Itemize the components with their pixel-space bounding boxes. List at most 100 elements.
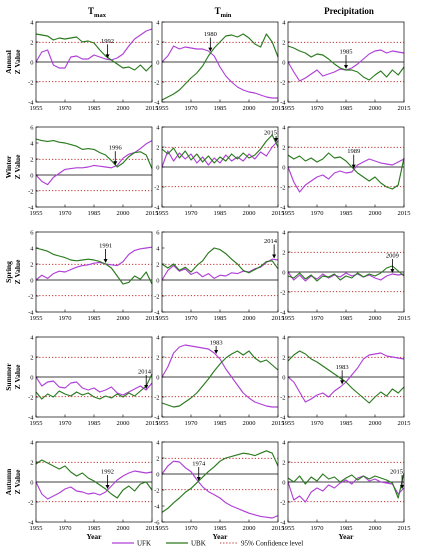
- x-tick-label: 2015: [272, 315, 285, 322]
- x-tick-label: 2000: [369, 525, 382, 532]
- y-tick-label: 0: [156, 59, 159, 66]
- x-tick-label: 1955: [156, 105, 169, 112]
- y-tick-label: 2: [156, 455, 159, 462]
- x-tick-label: 1955: [30, 525, 43, 532]
- x-tick-label: 2000: [243, 210, 256, 217]
- panel-spring-tmin: -4 -2 0 2 4 6 1955 1970 1985 2000 2015 2014: [154, 229, 284, 322]
- x-tick-label: 2000: [243, 525, 256, 532]
- x-tick-label: 2015: [146, 420, 159, 427]
- panel-winter-precip: -4 -2 0 2 4 1955 1970 1985 2000 2015 1989: [280, 124, 410, 217]
- x-tick-label: 1955: [156, 525, 169, 532]
- y-tick-label: 4: [156, 19, 160, 26]
- series-line-ubk: [287, 472, 405, 499]
- y-tick-label: -6: [154, 519, 160, 526]
- annotation-arrow-head: [344, 65, 348, 69]
- y-tick-label: -2: [280, 184, 285, 191]
- x-tick-label: 1955: [156, 210, 169, 217]
- annotation-arrow-head: [272, 254, 277, 259]
- y-tick-label: 4: [30, 334, 34, 341]
- column-title-tmin: Tmin: [215, 6, 232, 19]
- annotation-arrow-head: [351, 164, 356, 169]
- x-tick-label: 2015: [146, 105, 159, 112]
- series-line-ubk: [35, 33, 153, 72]
- annotation-arrow-head: [196, 477, 201, 481]
- series-line-ufk: [161, 140, 279, 168]
- y-tick-label: 4: [30, 245, 34, 252]
- x-tick-label: 2015: [146, 315, 159, 322]
- y-tick-label: -4: [154, 503, 160, 510]
- x-tick-label: 1970: [311, 420, 324, 427]
- x-tick-label: 2000: [117, 105, 130, 112]
- row-label-season: Summer: [4, 363, 13, 391]
- plot-frame: [161, 231, 279, 313]
- x-tick-label: 1985: [214, 315, 227, 322]
- annotation-year-label: 1985: [340, 49, 353, 56]
- y-tick-label: 2: [282, 249, 285, 256]
- x-axis-label: Year: [339, 532, 355, 541]
- y-tick-label: 6: [156, 229, 160, 236]
- x-tick-label: 2000: [369, 105, 382, 112]
- y-tick-label: 2: [30, 354, 33, 361]
- panel-annual-tmax: -4 -2 0 2 4 1955 1970 1985 2000 2015 1992 AnnualZ V…: [4, 19, 159, 112]
- series-line-ubk: [161, 450, 279, 513]
- x-tick-label: 2000: [369, 210, 382, 217]
- y-tick-label: 0: [282, 164, 285, 171]
- annotation-year-label: 2014: [264, 238, 278, 245]
- series-line-ufk: [287, 475, 405, 503]
- y-tick-label: -4: [280, 99, 286, 106]
- x-tick-label: 1970: [59, 105, 72, 112]
- y-tick-label: -4: [154, 414, 160, 421]
- x-tick-label: 2000: [117, 420, 130, 427]
- y-tick-label: 2: [156, 144, 159, 151]
- y-tick-label: 2: [156, 39, 159, 46]
- x-tick-label: 1985: [214, 420, 227, 427]
- row-label-spring: SpringZ Value: [4, 259, 22, 284]
- y-tick-label: -2: [280, 289, 285, 296]
- series-line-ubk: [287, 152, 405, 190]
- annotation-year-label: 1974: [192, 461, 206, 468]
- annotation-arrow-head: [103, 259, 108, 263]
- y-tick-label: 4: [282, 229, 286, 236]
- y-tick-label: 4: [156, 124, 160, 131]
- y-tick-label: 4: [282, 334, 286, 341]
- annotation-year-label: 1983: [336, 364, 349, 371]
- annotation-year-label: 1996: [109, 145, 123, 152]
- y-tick-label: -2: [28, 499, 33, 506]
- y-tick-label: -4: [28, 519, 34, 526]
- x-tick-label: 1985: [340, 210, 353, 217]
- y-tick-label: -2: [154, 184, 159, 191]
- y-tick-label: 0: [156, 471, 159, 478]
- annotation-year-label: 1992: [101, 469, 114, 476]
- y-tick-label: -4: [154, 204, 160, 211]
- plot-frame: [35, 231, 153, 313]
- y-tick-label: 2: [30, 39, 33, 46]
- annotation-year-label: 2009: [386, 253, 399, 260]
- annotation-arrow-head: [113, 161, 118, 166]
- x-tick-label: 2015: [146, 210, 159, 217]
- x-tick-label: 1970: [59, 315, 72, 322]
- y-tick-label: 0: [30, 277, 33, 284]
- annotation-arrow-head: [208, 47, 213, 52]
- y-tick-label: 2: [30, 459, 33, 466]
- y-tick-label: 4: [282, 124, 286, 131]
- x-tick-label: 1970: [311, 105, 324, 112]
- x-tick-label: 1970: [185, 420, 198, 427]
- series-line-ufk: [35, 140, 153, 186]
- x-tick-label: 1985: [340, 315, 353, 322]
- x-tick-label: 2000: [243, 105, 256, 112]
- panel-summer-tmax: -4 -2 0 2 4 1955 1970 1985 2000 2015 2014 SummerZ V…: [4, 334, 159, 427]
- x-tick-label: 2000: [369, 315, 382, 322]
- row-label-summer: SummerZ Value: [4, 363, 22, 391]
- row-label-autumn: AutumnZ Value: [4, 468, 22, 496]
- x-tick-label: 2000: [243, 315, 256, 322]
- series-line-ufk: [287, 158, 405, 193]
- y-tick-label: -4: [154, 309, 160, 316]
- y-tick-label: 4: [156, 334, 160, 341]
- y-tick-label: 0: [30, 59, 33, 66]
- series-line-ufk: [287, 352, 405, 403]
- x-tick-label: 1970: [59, 525, 72, 532]
- y-tick-label: -2: [28, 188, 33, 195]
- annotation-arrow-head: [274, 138, 279, 142]
- series-line-ubk: [161, 247, 279, 274]
- y-tick-label: -4: [28, 309, 34, 316]
